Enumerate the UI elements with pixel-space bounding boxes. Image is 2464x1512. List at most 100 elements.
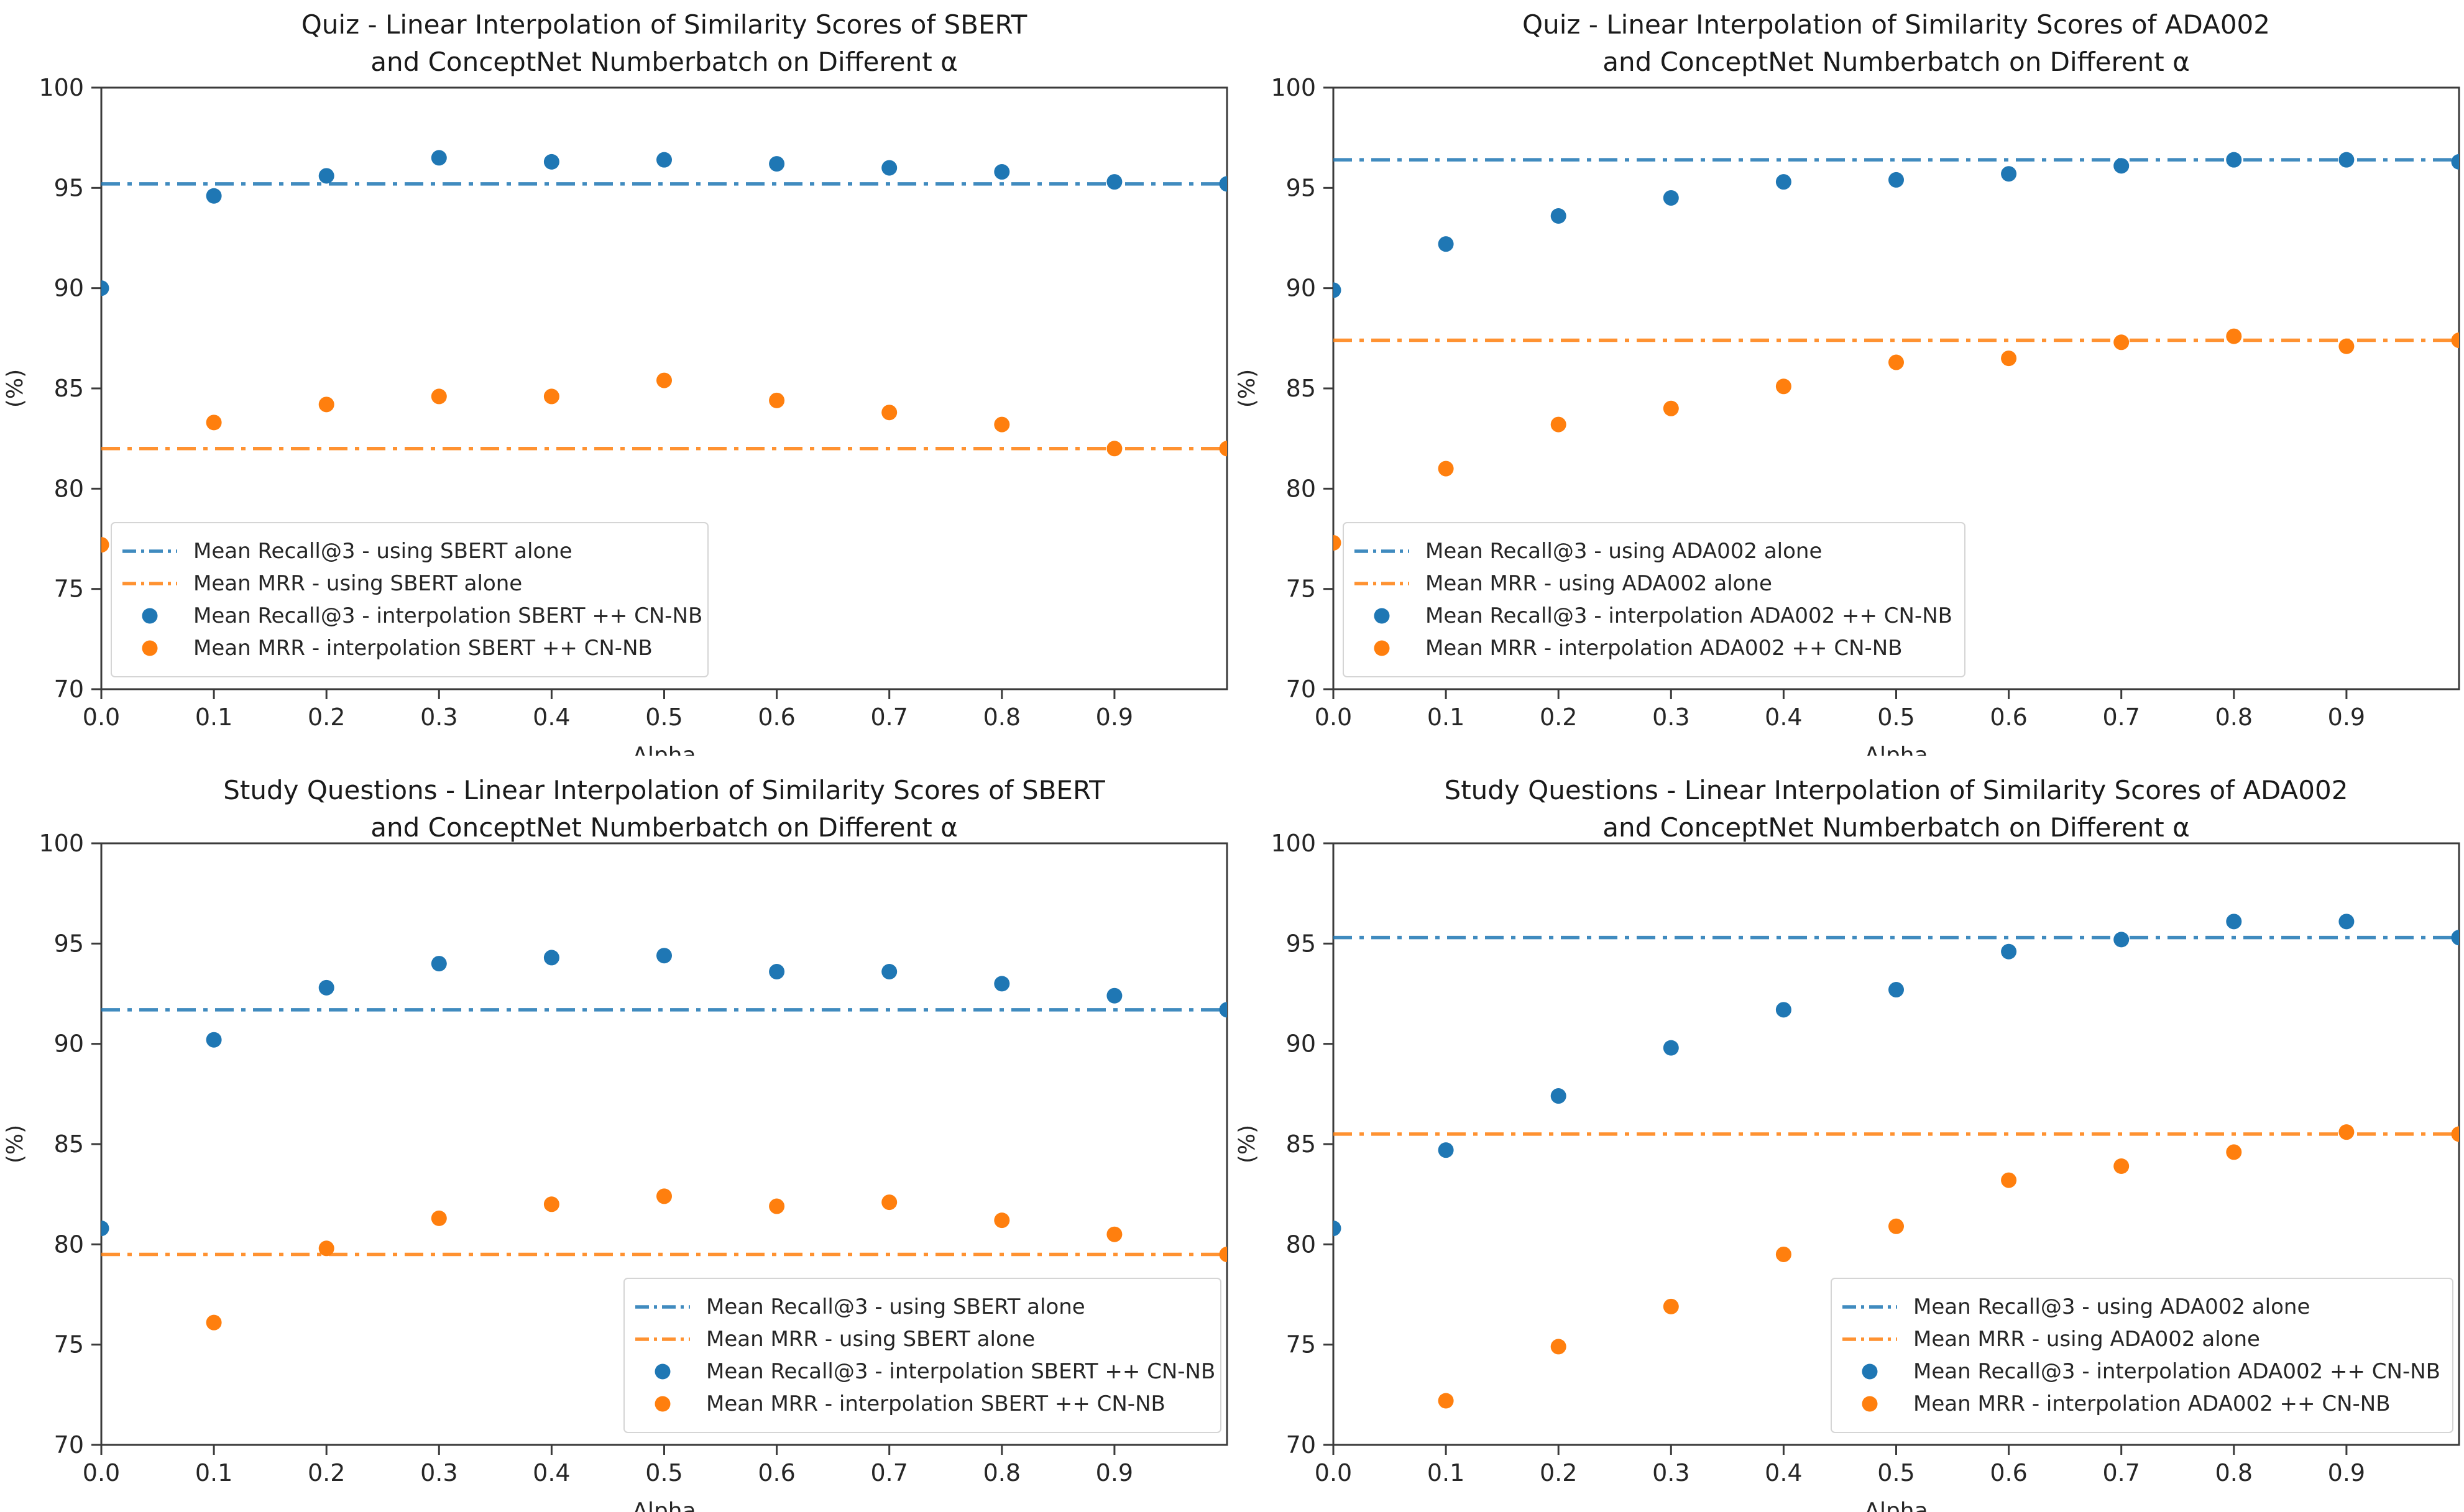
data-point (881, 160, 898, 176)
data-point (769, 1198, 785, 1214)
x-tick-label: 0.8 (2215, 1459, 2253, 1487)
data-point (1219, 1002, 1227, 1018)
data-point (769, 964, 785, 980)
chart-title-line1: Study Questions - Linear Interpolation o… (223, 775, 1105, 805)
y-tick-label: 75 (1286, 575, 1316, 603)
legend-dot-swatch (1374, 608, 1390, 624)
data-point (1438, 1393, 1454, 1409)
x-tick-label: 0.2 (308, 1459, 345, 1487)
x-tick-label: 0.7 (870, 1459, 908, 1487)
y-tick-label: 80 (54, 1230, 84, 1258)
y-axis: 70 75 80 85 90 95 100 (1271, 74, 1333, 703)
mrr-interpolation-points (206, 1188, 1227, 1331)
recall-interpolation-points (101, 948, 1227, 1237)
y-tick-label: 90 (1286, 1030, 1316, 1058)
y-tick-label: 85 (1286, 1130, 1316, 1158)
data-point (2226, 328, 2242, 344)
legend-entry: Mean Recall@3 - interpolation SBERT ++ C… (142, 603, 702, 628)
data-point (1219, 441, 1227, 457)
x-tick-label: 0.4 (533, 1459, 570, 1487)
x-tick-label: 0.5 (1877, 1459, 1915, 1487)
legend-entry-label: Mean Recall@3 - using ADA002 alone (1913, 1294, 2310, 1319)
legend-entry-label: Mean MRR - interpolation SBERT ++ CN-NB (193, 636, 653, 661)
y-tick-label: 75 (54, 1331, 84, 1359)
y-tick-label: 100 (1271, 830, 1316, 857)
x-tick-label: 0.4 (1765, 703, 1802, 731)
x-axis-label: Alpha (632, 1498, 696, 1512)
x-tick-label: 0.1 (1427, 703, 1464, 731)
data-point (431, 956, 447, 972)
legend-dot-swatch (1374, 640, 1390, 656)
y-tick-label: 70 (1286, 676, 1316, 703)
chart-title: Quiz - Linear Interpolation of Similarit… (1333, 6, 2459, 81)
legend-entry-label: Mean Recall@3 - using SBERT alone (193, 539, 572, 564)
legend-dot-swatch (655, 1396, 671, 1412)
legend-entry-label: Mean MRR - using ADA002 alone (1913, 1327, 2260, 1352)
legend-entry-label: Mean Recall@3 - using SBERT alone (706, 1294, 1085, 1319)
chart-title-line1: Quiz - Linear Interpolation of Similarit… (301, 9, 1027, 40)
x-tick-label: 0.3 (420, 703, 457, 731)
legend-box (1831, 1278, 2453, 1433)
data-point (101, 537, 109, 553)
legend-entry: Mean Recall@3 - using ADA002 alone (1842, 1294, 2310, 1319)
y-axis-label: (%) (1234, 1125, 1260, 1163)
data-point (2001, 943, 2017, 960)
data-point (1438, 236, 1454, 252)
x-tick-label: 0.0 (83, 1459, 120, 1487)
data-point (1438, 460, 1454, 477)
x-tick-label: 0.5 (645, 1459, 683, 1487)
y-tick-label: 85 (54, 1130, 84, 1158)
x-tick-label: 0.2 (1540, 1459, 1577, 1487)
x-axis-label: Alpha (1864, 743, 1928, 756)
data-point (431, 150, 447, 166)
data-point (2113, 932, 2130, 948)
x-axis: 0.0 0.1 0.2 0.3 0.4 0.5 0.6 0.7 0.8 0.9 (1315, 689, 2365, 731)
data-point (1663, 1298, 1679, 1314)
data-point (1663, 190, 1679, 206)
data-point (2451, 1126, 2459, 1142)
legend-dot-swatch (142, 640, 158, 656)
data-point (318, 168, 334, 184)
data-point (1550, 208, 1566, 224)
data-point (1775, 1246, 1791, 1262)
x-tick-label: 0.1 (195, 703, 232, 731)
x-tick-label: 0.9 (1096, 1459, 1133, 1487)
data-point (101, 1221, 109, 1237)
x-tick-label: 0.9 (1096, 703, 1133, 731)
data-point (994, 164, 1010, 180)
legend-entry-label: Mean MRR - using ADA002 alone (1425, 571, 1772, 596)
chart-quiz-ada002: Quiz - Linear Interpolation of Similarit… (1232, 0, 2464, 756)
y-tick-label: 85 (1286, 375, 1316, 402)
y-tick-label: 70 (1286, 1431, 1316, 1459)
data-point (2226, 914, 2242, 930)
data-point (769, 156, 785, 172)
y-tick-label: 95 (1286, 174, 1316, 201)
y-tick-label: 100 (39, 74, 84, 101)
legend-dot-swatch (142, 608, 158, 624)
legend-box (111, 522, 709, 677)
legend-entry-label: Mean MRR - using SBERT alone (706, 1327, 1035, 1352)
data-point (881, 964, 898, 980)
chart-title-line2: and ConceptNet Numberbatch on Different … (370, 812, 958, 843)
y-axis: 70 75 80 85 90 95 100 (39, 74, 101, 703)
x-tick-label: 0.0 (1315, 703, 1352, 731)
data-point (543, 1196, 559, 1212)
legend-entry-label: Mean Recall@3 - interpolation ADA002 ++ … (1913, 1359, 2440, 1384)
data-point (1219, 176, 1227, 192)
x-tick-label: 0.7 (2102, 1459, 2140, 1487)
x-tick-label: 0.9 (2328, 1459, 2365, 1487)
legend: Mean Recall@3 - using SBERT alone Mean MR… (623, 1278, 1221, 1433)
data-point (2338, 152, 2355, 168)
data-point (2113, 158, 2130, 174)
legend-entry: Mean Recall@3 - using SBERT alone (635, 1294, 1085, 1319)
data-point (1888, 172, 1904, 188)
legend-entry: Mean MRR - interpolation SBERT ++ CN-NB (655, 1391, 1165, 1416)
y-tick-label: 100 (1271, 74, 1316, 101)
x-tick-label: 0.6 (758, 703, 795, 731)
data-point (1775, 174, 1791, 190)
data-point (206, 415, 222, 431)
data-point (2451, 332, 2459, 349)
data-point (1888, 982, 1904, 998)
